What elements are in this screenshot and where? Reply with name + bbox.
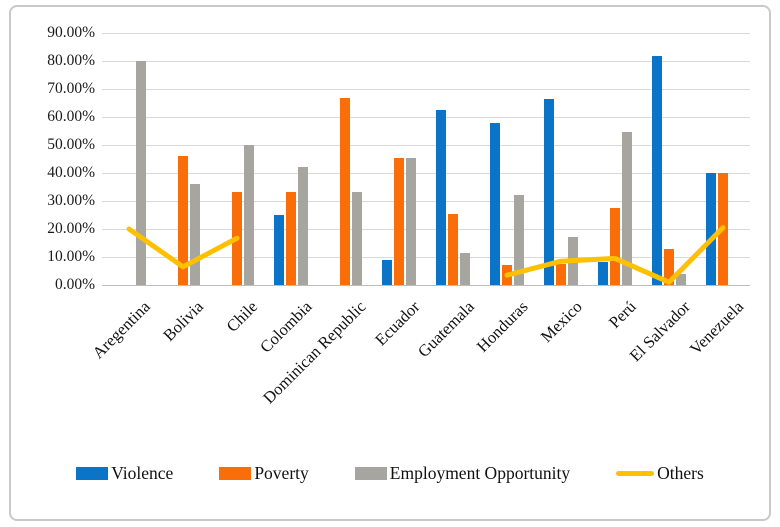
gridline bbox=[102, 257, 750, 258]
bar-violence-ecuador bbox=[382, 259, 392, 285]
legend-item-employment-opportunity: Employment Opportunity bbox=[354, 463, 571, 484]
bar-employment-opportunity-el-salvador bbox=[676, 273, 686, 285]
y-tick-label: 20.00% bbox=[47, 220, 95, 237]
bar-poverty-el-salvador bbox=[664, 248, 674, 285]
legend-item-poverty: Poverty bbox=[219, 463, 309, 484]
y-tick-label: 10.00% bbox=[47, 248, 95, 265]
bar-poverty-honduras bbox=[502, 265, 512, 285]
legend-item-others: Others bbox=[616, 463, 704, 484]
gridline bbox=[102, 33, 750, 34]
bar-violence-mexico bbox=[544, 98, 554, 285]
bar-employment-opportunity-colombia bbox=[298, 167, 308, 285]
gridline bbox=[102, 89, 750, 90]
bar-poverty-bolivia bbox=[178, 156, 188, 285]
legend-label: Others bbox=[657, 463, 704, 483]
gridline bbox=[102, 117, 750, 118]
bar-poverty-venezuela bbox=[718, 173, 728, 285]
bar-employment-opportunity-guatemala bbox=[460, 252, 470, 285]
bar-violence-honduras bbox=[490, 122, 500, 285]
y-tick-label: 90.00% bbox=[47, 24, 95, 41]
y-tick-label: 60.00% bbox=[47, 108, 95, 125]
chart-legend: Violence Poverty Employment Opportunity Oth… bbox=[0, 463, 780, 484]
bar-employment-opportunity-mexico bbox=[568, 237, 578, 285]
legend-swatch-bar bbox=[354, 467, 387, 480]
legend-label: Violence bbox=[111, 463, 174, 483]
y-tick-label: 0.00% bbox=[54, 276, 95, 293]
legend-label: Poverty bbox=[254, 463, 309, 483]
gridline bbox=[102, 173, 750, 174]
legend-label: Employment Opportunity bbox=[389, 463, 571, 483]
legend-swatch-bar bbox=[219, 467, 252, 480]
gridline bbox=[102, 201, 750, 202]
legend-swatch-bar bbox=[76, 467, 109, 480]
legend-item-violence: Violence bbox=[76, 463, 173, 484]
y-tick-label: 50.00% bbox=[47, 136, 95, 153]
bar-violence-venezuela bbox=[706, 173, 716, 285]
bar-poverty-chile bbox=[232, 191, 242, 285]
gridline bbox=[102, 61, 750, 62]
bar-poverty-guatemala bbox=[448, 213, 458, 285]
bar-poverty-perú bbox=[610, 208, 620, 285]
bar-employment-opportunity-chile bbox=[244, 145, 254, 285]
bar-violence-perú bbox=[598, 262, 608, 285]
bar-employment-opportunity-aregentina bbox=[136, 61, 146, 285]
bar-poverty-colombia bbox=[286, 191, 296, 285]
legend-swatch-line bbox=[616, 471, 655, 476]
y-tick-label: 30.00% bbox=[47, 192, 95, 209]
y-tick-label: 80.00% bbox=[47, 52, 95, 69]
gridline bbox=[102, 145, 750, 146]
bar-employment-opportunity-bolivia bbox=[190, 184, 200, 285]
y-tick-label: 40.00% bbox=[47, 164, 95, 181]
bar-poverty-mexico bbox=[556, 264, 566, 285]
bar-employment-opportunity-perú bbox=[622, 132, 632, 285]
bar-poverty-ecuador bbox=[394, 157, 404, 285]
gridline bbox=[102, 229, 750, 230]
bar-employment-opportunity-dominican-republic bbox=[352, 191, 362, 285]
y-tick-label: 70.00% bbox=[47, 80, 95, 97]
x-axis-line bbox=[102, 285, 750, 286]
bar-violence-guatemala bbox=[436, 110, 446, 285]
bar-employment-opportunity-ecuador bbox=[406, 157, 416, 285]
bar-violence-colombia bbox=[274, 215, 284, 285]
bar-violence-el-salvador bbox=[652, 55, 662, 285]
bar-poverty-dominican-republic bbox=[340, 98, 350, 285]
bar-employment-opportunity-honduras bbox=[514, 195, 524, 285]
